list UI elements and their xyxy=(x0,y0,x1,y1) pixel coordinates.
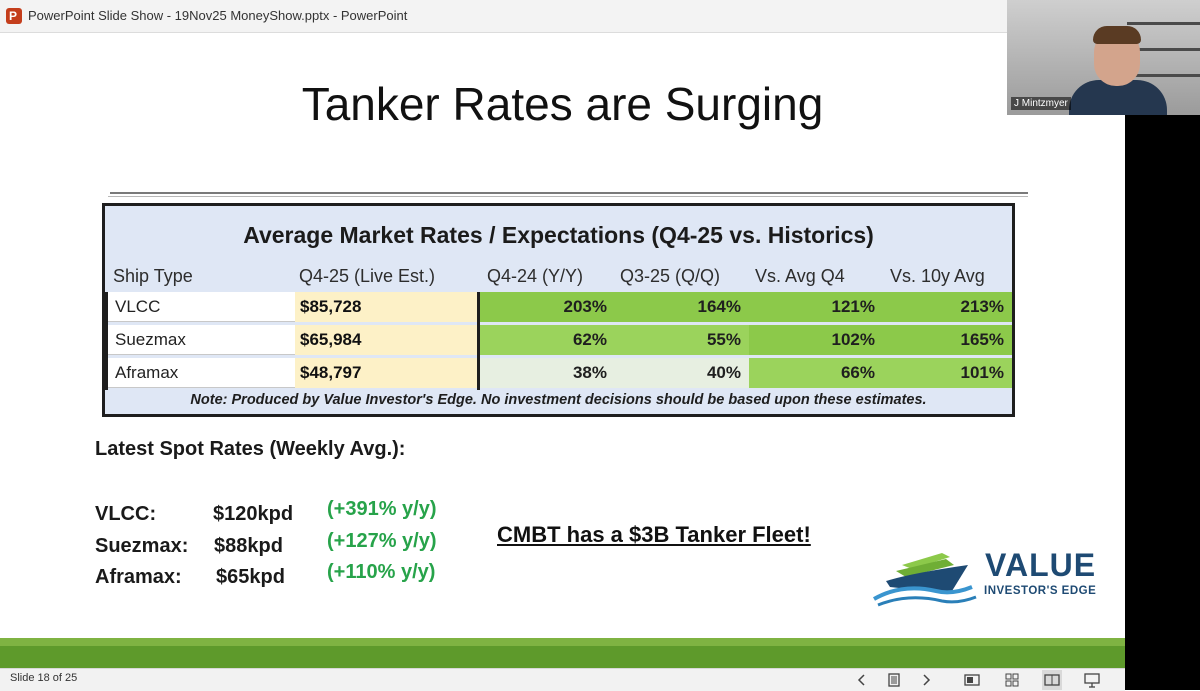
bookshelf xyxy=(1127,48,1200,51)
spot-suezmax-rate: $88kpd xyxy=(214,535,283,557)
spot-rates-title: Latest Spot Rates (Weekly Avg.): xyxy=(95,438,406,460)
next-slide-icon[interactable] xyxy=(916,670,936,690)
ship-wave-icon xyxy=(873,553,977,607)
header-vs-10y-avg: Vs. 10y Avg xyxy=(890,266,985,286)
window-title: PowerPoint Slide Show - 19Nov25 MoneySho… xyxy=(28,8,408,23)
powerpoint-app-icon: P xyxy=(6,8,22,24)
header-q4-24: Q4-24 (Y/Y) xyxy=(487,266,584,286)
cmbt-callout: CMBT has a $3B Tanker Fleet! xyxy=(497,522,811,547)
bookshelf xyxy=(1132,74,1200,77)
slide-counter: Slide 18 of 25 xyxy=(10,672,78,684)
webcam-video: J Mintzmyer xyxy=(1007,0,1200,115)
spot-vlcc-label: VLCC: xyxy=(95,503,157,525)
row-aframax-q3-25: 40% xyxy=(615,358,749,388)
header-ship-type: Ship Type xyxy=(113,266,193,286)
webcam-name-label: J Mintzmyer xyxy=(1011,97,1071,110)
previous-slide-icon[interactable] xyxy=(852,670,872,690)
title-divider-shadow xyxy=(108,196,1028,197)
value-investors-edge-logo: VALUE INVESTOR'S EDGE xyxy=(872,547,1110,607)
app-icon-letter: P xyxy=(9,9,18,23)
row-vlcc-vs-10y: 213% xyxy=(883,292,1012,322)
presenter-hair xyxy=(1093,26,1141,44)
row-aframax-vs-10y: 101% xyxy=(883,358,1012,388)
normal-view-icon[interactable] xyxy=(962,670,982,690)
spot-vlcc-rate: $120kpd xyxy=(213,503,294,525)
slide-title: Tanker Rates are Surging xyxy=(301,78,824,130)
bookshelf xyxy=(1127,22,1200,25)
row-vlcc-q3-25: 164% xyxy=(615,292,749,322)
row-vlcc-q4-25: $85,728 xyxy=(295,292,477,322)
row-suezmax-vs-10y: 165% xyxy=(883,325,1012,355)
footer-stripe-dark xyxy=(0,646,1125,668)
slide-canvas: Tanker Rates are Surging Average Market … xyxy=(0,33,1125,668)
spot-suezmax-change: (+127% y/y) xyxy=(327,530,437,552)
row-vlcc-vs-avg-q4: 121% xyxy=(749,292,883,322)
side-black-area xyxy=(1125,115,1200,690)
row-suezmax-q4-24: 62% xyxy=(480,325,615,355)
footer-stripe-light xyxy=(0,638,1125,646)
header-vs-avg-q4: Vs. Avg Q4 xyxy=(755,266,845,286)
spot-aframax-rate: $65kpd xyxy=(216,566,285,588)
window-title-bar: P PowerPoint Slide Show - 19Nov25 MoneyS… xyxy=(0,0,1200,33)
row-suezmax-vs-avg-q4: 102% xyxy=(749,325,883,355)
table-note: Note: Produced by Value Investor's Edge.… xyxy=(190,392,927,408)
row-aframax-q4-24: 38% xyxy=(480,358,615,388)
table-row-border-left xyxy=(105,292,108,390)
spot-suezmax-label: Suezmax: xyxy=(95,535,189,557)
slide-sorter-icon[interactable] xyxy=(1002,670,1022,690)
header-q3-25: Q3-25 (Q/Q) xyxy=(620,266,721,286)
reading-view-icon[interactable] xyxy=(1042,670,1062,690)
row-vlcc-q4-24: 203% xyxy=(480,292,615,322)
row-aframax-q4-25: $48,797 xyxy=(295,358,477,388)
row-aframax-vs-avg-q4: 66% xyxy=(749,358,883,388)
title-divider xyxy=(110,192,1028,194)
spot-aframax-label: Aframax: xyxy=(95,566,182,588)
header-q4-25: Q4-25 (Live Est.) xyxy=(299,266,436,286)
table-title: Average Market Rates / Expectations (Q4-… xyxy=(243,222,874,248)
spot-aframax-change: (+110% y/y) xyxy=(327,561,436,583)
market-rates-table: Average Market Rates / Expectations (Q4-… xyxy=(102,203,1015,417)
see-all-slides-icon[interactable] xyxy=(884,670,904,690)
logo-subtitle: INVESTOR'S EDGE xyxy=(984,585,1097,597)
spot-vlcc-change: (+391% y/y) xyxy=(327,498,437,520)
row-suezmax-q4-25: $65,984 xyxy=(295,325,477,355)
row-suezmax-q3-25: 55% xyxy=(615,325,749,355)
table-column-divider xyxy=(477,292,480,390)
logo-word: VALUE xyxy=(985,547,1097,583)
slide-show-icon[interactable] xyxy=(1082,670,1102,690)
slideshow-status-bar: Slide 18 of 25 xyxy=(0,668,1125,691)
